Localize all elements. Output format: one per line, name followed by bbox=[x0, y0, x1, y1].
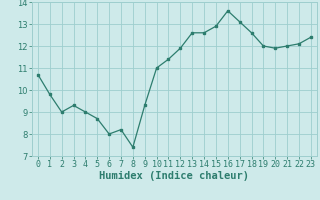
X-axis label: Humidex (Indice chaleur): Humidex (Indice chaleur) bbox=[100, 171, 249, 181]
